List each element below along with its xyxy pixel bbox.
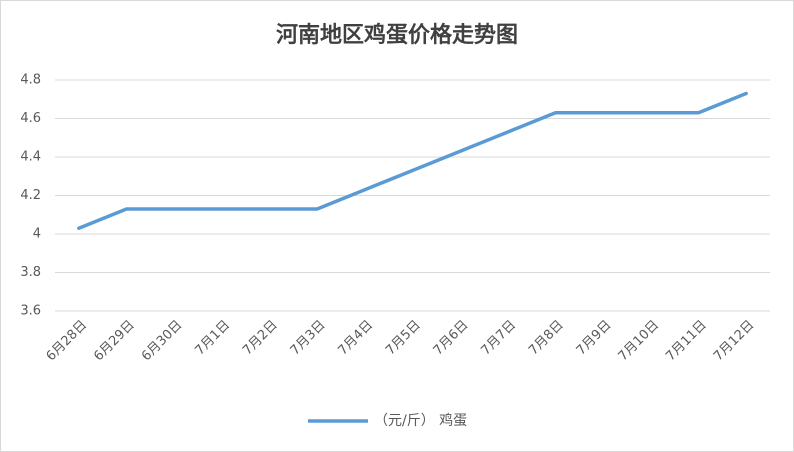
legend-label: （元/斤） 鸡蛋: [374, 412, 467, 429]
y-tick-label: 4: [33, 227, 41, 242]
y-tick-label: 4.8: [20, 73, 41, 88]
y-tick-label: 4.4: [20, 150, 41, 165]
y-tick-label: 4.6: [20, 111, 41, 126]
y-tick-label: 4.2: [20, 188, 41, 203]
data-line: [77, 91, 748, 230]
chart-title: 河南地区鸡蛋价格走势图: [276, 22, 518, 48]
y-tick-label: 3.8: [20, 265, 41, 280]
y-tick-label: 3.6: [20, 304, 41, 319]
